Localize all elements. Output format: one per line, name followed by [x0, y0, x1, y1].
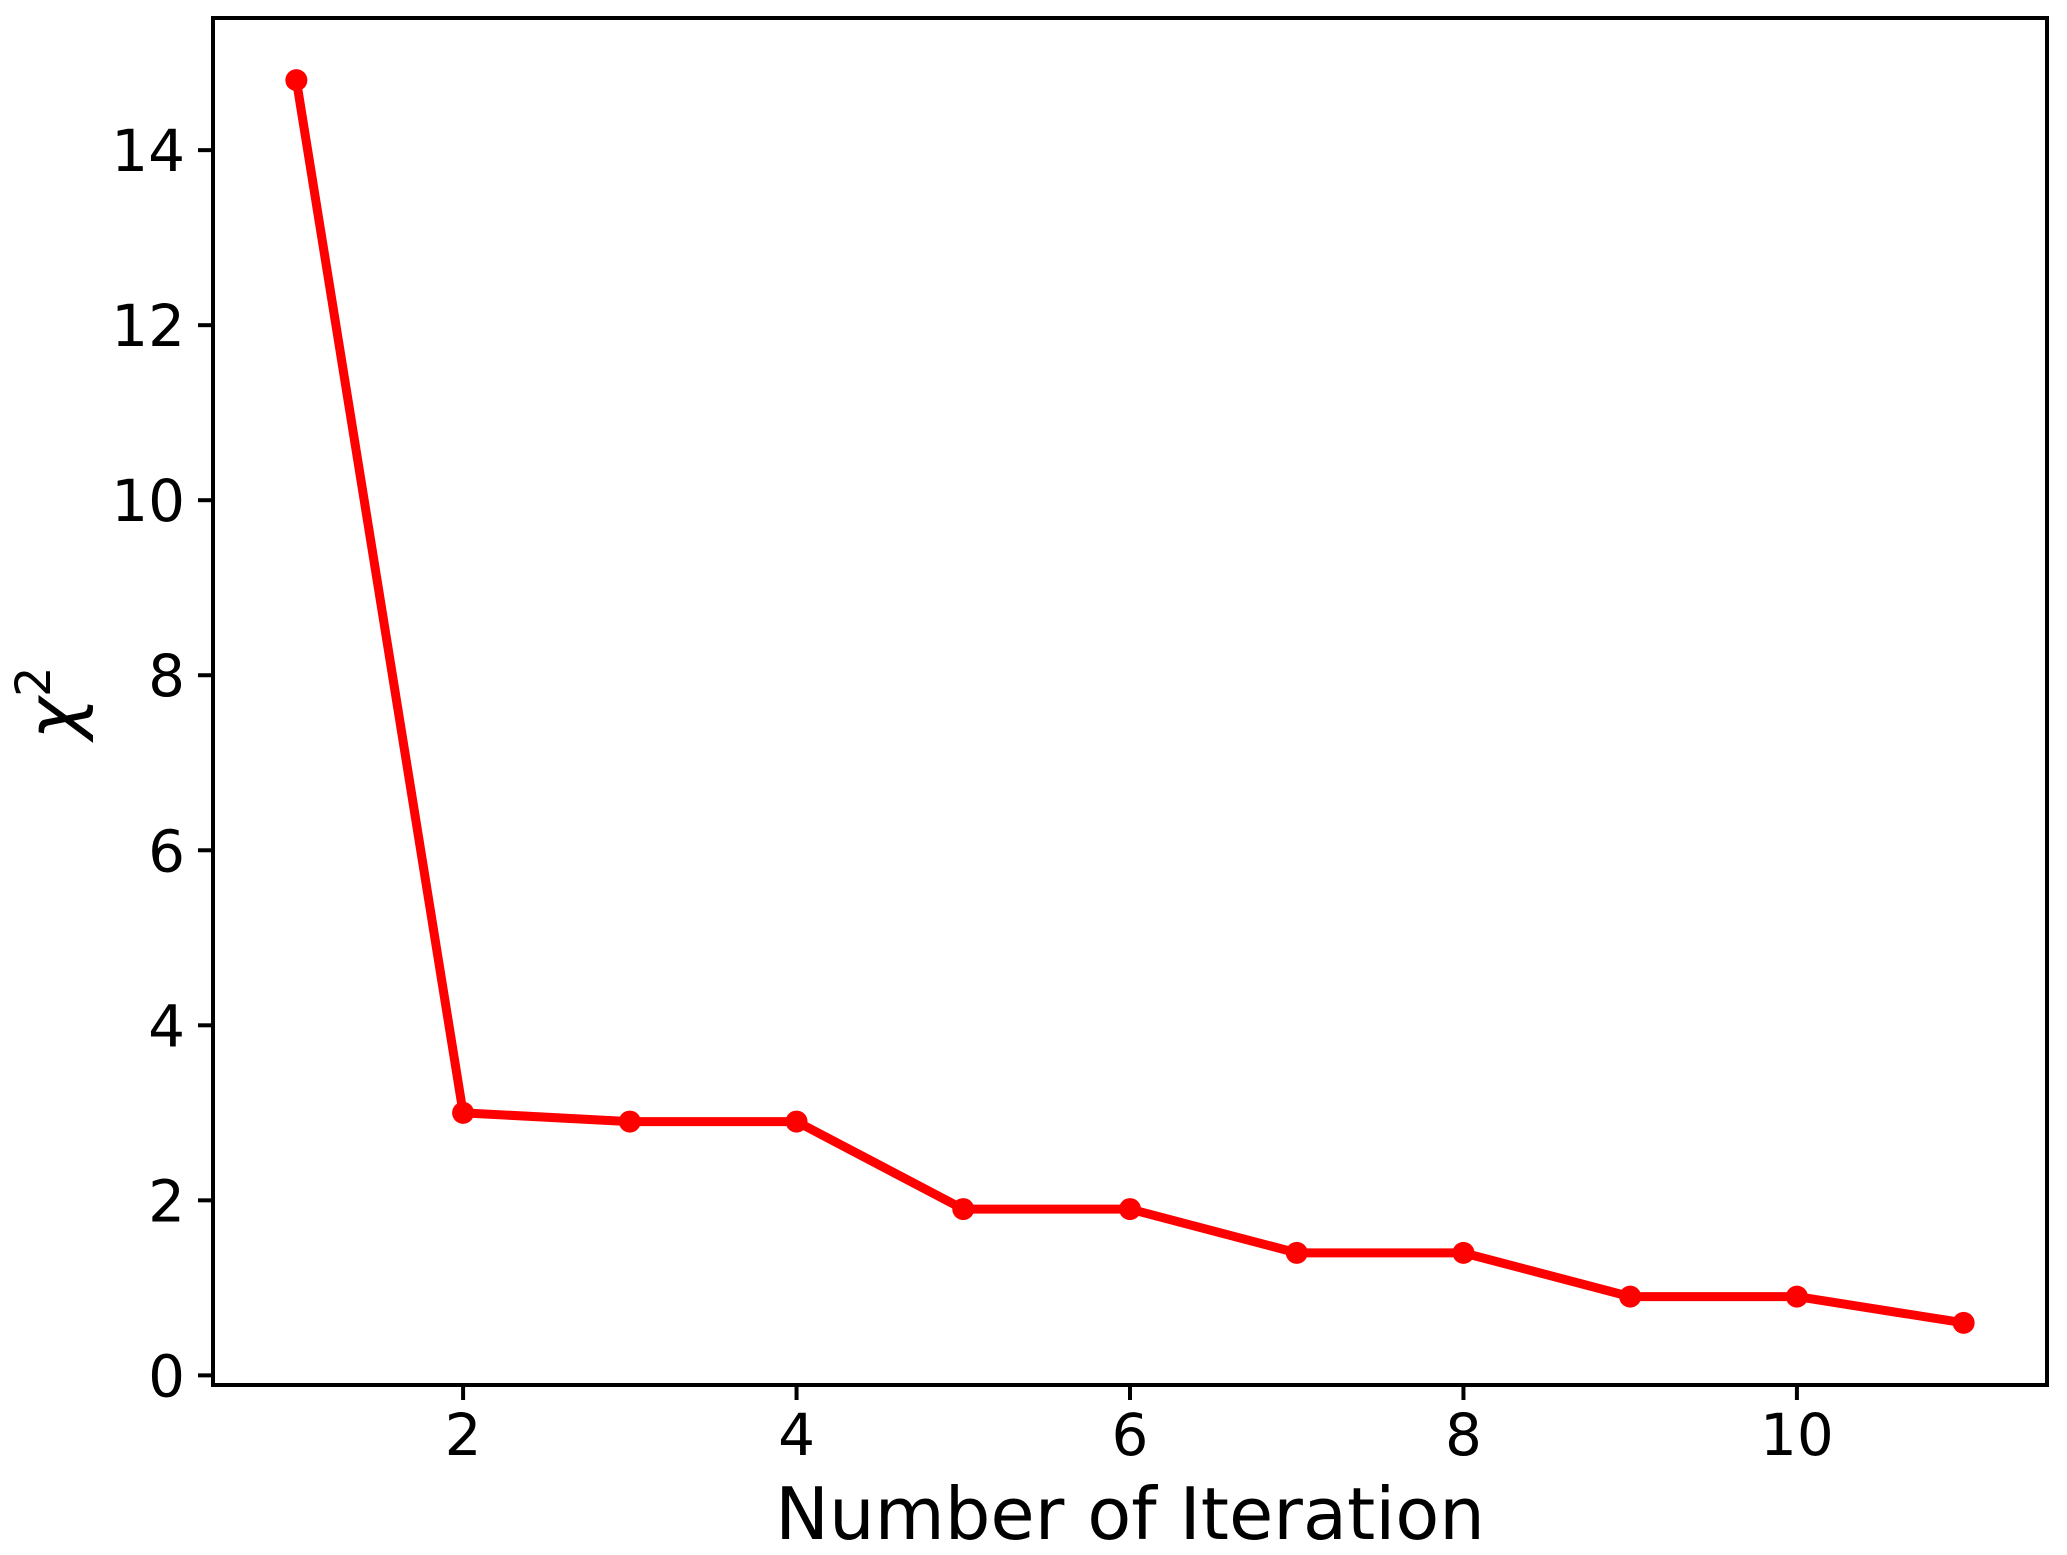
data-point: [1285, 1241, 1308, 1264]
x-tick-label: 6: [1112, 1401, 1149, 1469]
y-tick-label: 14: [111, 117, 185, 185]
data-point: [618, 1110, 641, 1133]
data-line: [291, 75, 1969, 1328]
data-point: [452, 1101, 475, 1124]
data-point: [1785, 1285, 1808, 1308]
chi-symbol: χ: [11, 696, 95, 740]
y-tick-label: 2: [148, 1167, 185, 1235]
axes-frame: [211, 16, 2049, 1387]
x-tick-label: 8: [1445, 1401, 1482, 1469]
y-tick-label: 6: [148, 817, 185, 885]
y-tick-label: 4: [148, 992, 185, 1060]
y-axis-title: χ2: [6, 666, 95, 739]
x-axis-title: Number of Iteration: [775, 1472, 1485, 1555]
data-point: [785, 1110, 808, 1133]
chi-exponent: 2: [6, 666, 62, 697]
data-point: [285, 69, 308, 92]
x-tick-label: 2: [445, 1401, 482, 1469]
data-point: [1952, 1311, 1975, 1334]
data-point: [1619, 1285, 1642, 1308]
data-point: [1119, 1198, 1141, 1221]
y-tick-label: 12: [111, 292, 185, 360]
y-tick-label: 10: [111, 467, 185, 535]
x-tick-label: 10: [1760, 1401, 1834, 1469]
data-point: [952, 1198, 975, 1221]
data-point: [1452, 1241, 1475, 1264]
x-tick-label: 4: [778, 1401, 815, 1469]
y-tick-label: 8: [148, 642, 185, 710]
y-tick-label: 0: [148, 1342, 185, 1410]
